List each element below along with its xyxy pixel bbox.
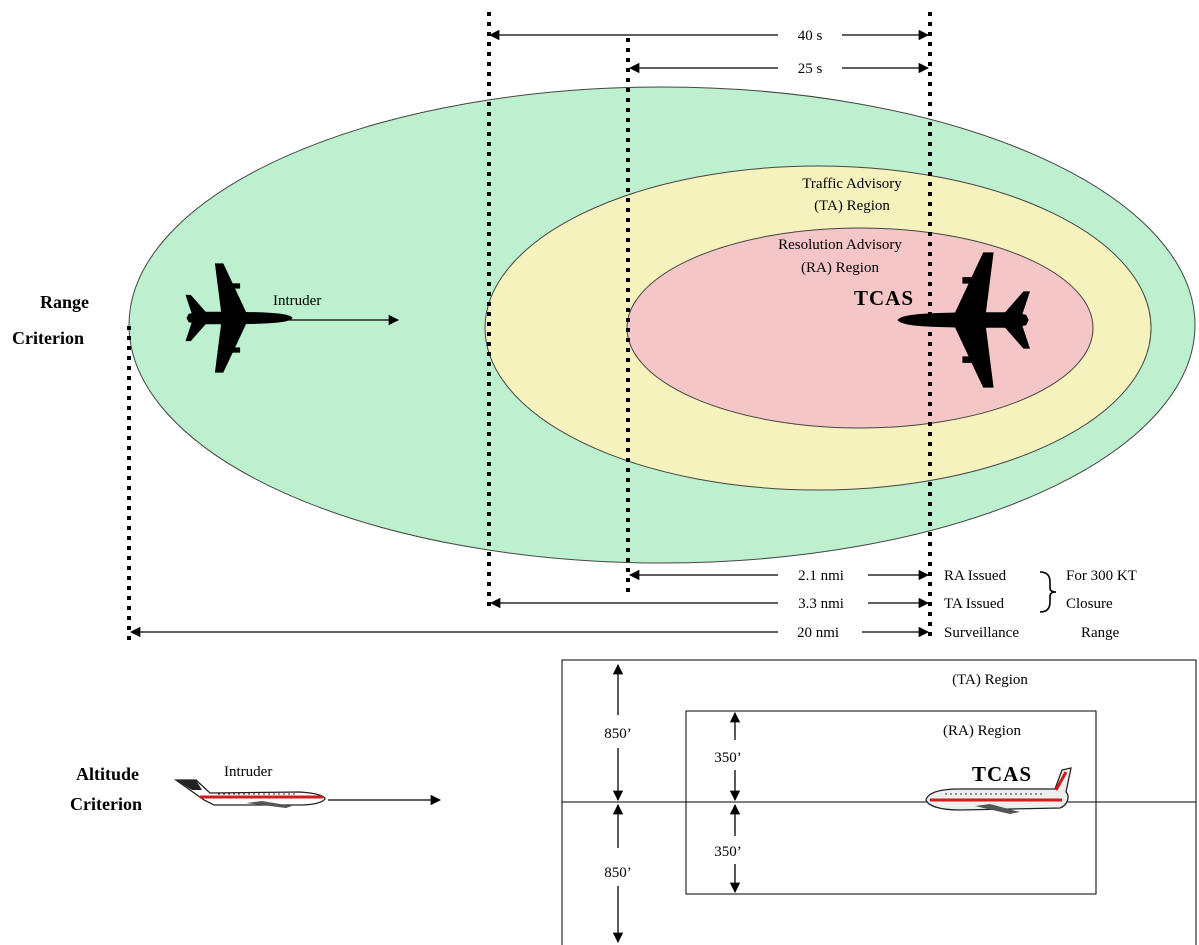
ta-altitude-region-label: (TA) Region bbox=[952, 672, 1028, 688]
airplane-sideview-icon bbox=[173, 779, 326, 808]
for-300kt-label: For 300 KT bbox=[1066, 568, 1137, 584]
ta-distance-label: 3.3 nmi bbox=[798, 596, 844, 612]
time-arrows bbox=[488, 29, 930, 74]
ta-region-label-line2: (TA) Region bbox=[814, 198, 890, 214]
ra-distance-label: 2.1 nmi bbox=[798, 568, 844, 584]
ra-issued-label: RA Issued bbox=[944, 568, 1007, 584]
time-40s-label: 40 s bbox=[798, 28, 823, 44]
ra-region-label-line1: Resolution Advisory bbox=[778, 237, 902, 253]
ra-lower-altitude-label: 350’ bbox=[714, 844, 742, 860]
ra-upper-altitude-label: 350’ bbox=[714, 750, 742, 766]
altitude-criterion-label-line2: Criterion bbox=[70, 794, 142, 814]
intruder-label-side: Intruder bbox=[224, 764, 272, 780]
closure-label: Closure bbox=[1066, 596, 1113, 612]
ta-issued-label: TA Issued bbox=[944, 596, 1005, 612]
ta-lower-altitude-label: 850’ bbox=[604, 865, 632, 881]
time-25s-label: 25 s bbox=[798, 61, 823, 77]
range-word-label: Range bbox=[1081, 625, 1120, 641]
surveillance-distance-label: 20 nmi bbox=[797, 625, 839, 641]
ta-altitude-box bbox=[561, 659, 1197, 945]
surveillance-label: Surveillance bbox=[944, 625, 1019, 641]
airplane-sideview-icon bbox=[925, 767, 1072, 814]
range-criterion-label-line2: Criterion bbox=[12, 328, 84, 348]
ta-region-label-line1: Traffic Advisory bbox=[802, 176, 902, 192]
intruder-label-top: Intruder bbox=[273, 293, 321, 309]
ra-altitude-region-label: (RA) Region bbox=[943, 723, 1021, 739]
altitude-criterion-label-line1: Altitude bbox=[76, 764, 139, 784]
tcas-label-top: TCAS bbox=[854, 286, 914, 310]
ta-upper-altitude-label: 850’ bbox=[604, 726, 632, 742]
airplane-topview-icon bbox=[185, 263, 293, 373]
range-criterion-label-line1: Range bbox=[40, 292, 89, 312]
airplane-topview-icon bbox=[897, 252, 1030, 388]
distance-arrows bbox=[129, 569, 930, 638]
ra-region-label-line2: (RA) Region bbox=[801, 260, 879, 276]
closure-brace bbox=[1039, 571, 1057, 613]
altitude-arrows bbox=[612, 663, 741, 944]
tcas-label-side: TCAS bbox=[972, 762, 1032, 786]
